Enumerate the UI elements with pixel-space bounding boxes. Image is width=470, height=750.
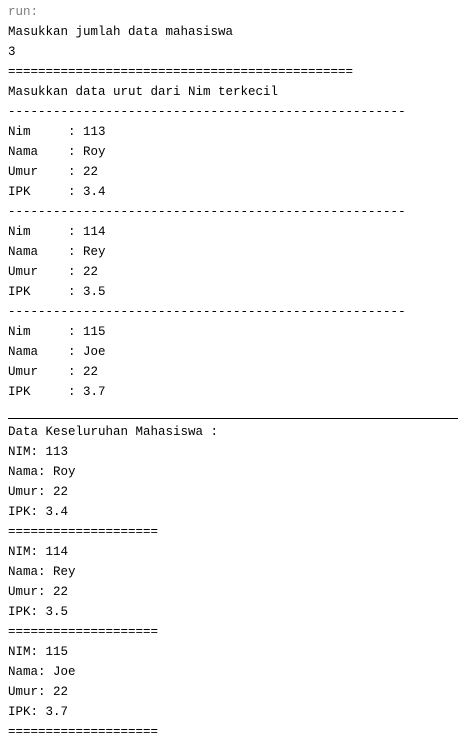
output-line: Masukkan data urut dari Nim terkecil [8, 85, 279, 99]
output-line: Umur : 22 [8, 365, 99, 379]
output-line: IPK: 3.4 [8, 505, 69, 519]
output-line: Nama : Joe [8, 345, 106, 359]
output-line: Data Keseluruhan Mahasiswa : [8, 425, 219, 439]
output-line: NIM: 113 [8, 445, 69, 459]
output-line: NIM: 114 [8, 545, 69, 559]
output-line: Nama: Roy [8, 465, 76, 479]
output-line: Umur: 22 [8, 485, 69, 499]
output-line: Umur : 22 [8, 165, 99, 179]
output-line: Nama : Roy [8, 145, 106, 159]
output-line: ==================== [8, 625, 159, 639]
output-line: Nim : 113 [8, 125, 106, 139]
output-line: ----------------------------------------… [8, 205, 406, 219]
output-line: Nama : Rey [8, 245, 106, 259]
output-line: Nim : 114 [8, 225, 106, 239]
output-line: Nama: Rey [8, 565, 76, 579]
output-line: IPK : 3.4 [8, 185, 106, 199]
output-line: IPK : 3.7 [8, 385, 106, 399]
output-line: Nama: Joe [8, 665, 76, 679]
output-line: ----------------------------------------… [8, 105, 406, 119]
output-separator-rule [8, 402, 470, 422]
horizontal-rule [8, 418, 458, 419]
output-line: IPK : 3.5 [8, 285, 106, 299]
output-line: Umur: 22 [8, 685, 69, 699]
output-line: NIM: 115 [8, 645, 69, 659]
output-line: IPK: 3.5 [8, 605, 69, 619]
output-line: Umur : 22 [8, 265, 99, 279]
output-line: Nim : 115 [8, 325, 106, 339]
output-line: Masukkan jumlah data mahasiswa [8, 25, 234, 39]
output-line: ==================== [8, 725, 159, 739]
output-console: run: Masukkan jumlah data mahasiswa 3 =====… [8, 2, 470, 742]
run-header: run: [8, 5, 39, 19]
output-line: ==================== [8, 525, 159, 539]
output-line: Umur: 22 [8, 585, 69, 599]
output-line: IPK: 3.7 [8, 705, 69, 719]
output-line: 3 [8, 45, 16, 59]
output-line: ========================================… [8, 65, 354, 79]
output-line: ----------------------------------------… [8, 305, 406, 319]
